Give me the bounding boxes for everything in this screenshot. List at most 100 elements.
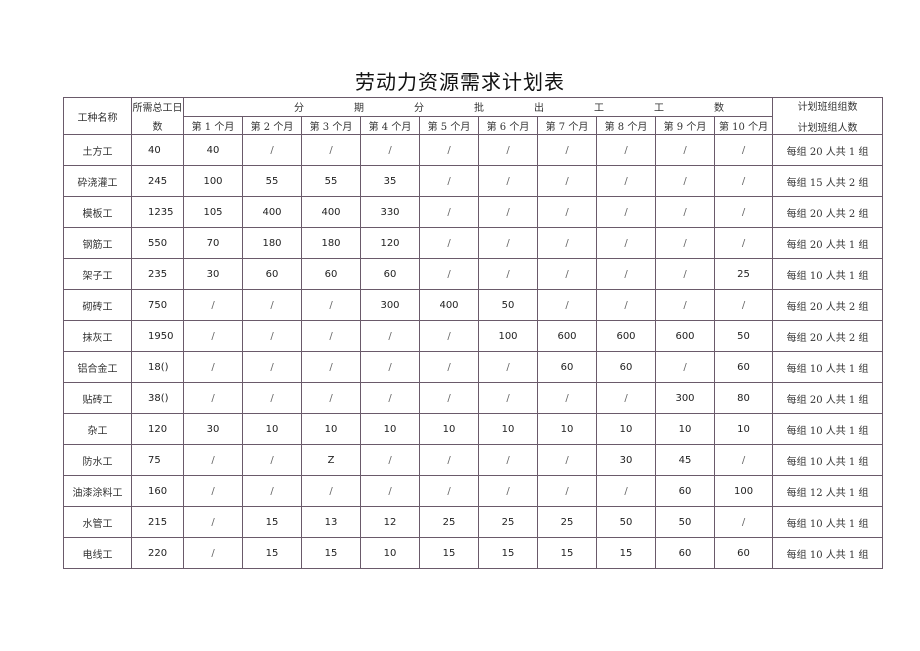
month-10-cell: 60 xyxy=(713,537,774,569)
total-days-cell: 1950 xyxy=(131,320,184,352)
trade-name-cell: 架子工 xyxy=(63,258,132,290)
header-period-char: 批 xyxy=(474,103,484,115)
month-7-cell: 15 xyxy=(537,537,597,569)
month-4-cell: / xyxy=(360,351,420,383)
header-period-char: 出 xyxy=(534,103,544,115)
table-row: 油漆涂料工 160// / / / / //60 100 每组 12 人共 1 组 xyxy=(63,475,884,507)
header-period-char: 期 xyxy=(354,103,364,115)
header-month-9: 第 9 个月 xyxy=(655,115,715,135)
month-1-cell: / xyxy=(183,289,243,321)
month-10-cell: 100 xyxy=(713,475,774,507)
header-period-char: 分 xyxy=(414,103,424,115)
month-8-cell: / xyxy=(596,258,656,290)
month-7-cell: 25 xyxy=(537,506,597,538)
month-2-cell: / xyxy=(242,320,302,352)
table-row: 钢筋工 550 70 180 180 120// / / / / 每组 20 人共 1 组 xyxy=(63,227,884,259)
header-month-7: 第 7 个月 xyxy=(537,115,597,135)
month-8-cell: / xyxy=(596,475,656,507)
header-period-char: 工 xyxy=(594,103,604,115)
month-4-cell: / xyxy=(360,134,420,166)
total-days-cell: 550 xyxy=(131,227,184,259)
month-4-cell: 10 xyxy=(360,413,420,445)
month-2-cell: / xyxy=(242,351,302,383)
month-6-cell: 15 xyxy=(478,537,538,569)
header-month-1: 第 1 个月 xyxy=(183,115,243,135)
total-days-cell: 215 xyxy=(131,506,184,538)
month-8-cell: / xyxy=(596,134,656,166)
month-1-cell: 30 xyxy=(183,413,243,445)
month-9-cell: 60 xyxy=(655,537,715,569)
month-5-cell: / xyxy=(419,351,479,383)
month-8-cell: / xyxy=(596,165,656,197)
month-8-cell: 600 xyxy=(596,320,656,352)
month-10-cell: 50 xyxy=(713,320,774,352)
month-1-cell: / xyxy=(183,475,243,507)
month-7-cell: / xyxy=(537,475,597,507)
month-5-cell: / xyxy=(419,165,479,197)
month-2-cell: / xyxy=(242,382,302,414)
month-2-cell: 60 xyxy=(242,258,302,290)
month-8-cell: 60 xyxy=(596,351,656,383)
month-10-cell: / xyxy=(713,165,774,197)
month-10-cell: / xyxy=(713,444,774,476)
month-7-cell: 60 xyxy=(537,351,597,383)
month-3-cell: / xyxy=(301,289,361,321)
month-9-cell: 10 xyxy=(655,413,715,445)
month-6-cell: / xyxy=(478,227,538,259)
team-plan-cell: 每组 20 人共 2 组 xyxy=(772,289,884,321)
month-6-cell: / xyxy=(478,444,538,476)
month-5-cell: / xyxy=(419,444,479,476)
month-1-cell: / xyxy=(183,351,243,383)
trade-name-cell: 土方工 xyxy=(63,134,132,166)
header-period: 分期分批出工工数 xyxy=(182,97,774,117)
month-7-cell: 10 xyxy=(537,413,597,445)
month-3-cell: 10 xyxy=(301,413,361,445)
month-6-cell: / xyxy=(478,134,538,166)
month-5-cell: / xyxy=(419,227,479,259)
month-8-cell: / xyxy=(596,382,656,414)
month-9-cell: / xyxy=(655,227,715,259)
total-days-cell: 160 xyxy=(131,475,184,507)
month-2-cell: 15 xyxy=(242,537,302,569)
month-10-cell: 60 xyxy=(713,351,774,383)
month-4-cell: / xyxy=(360,382,420,414)
month-10-cell: 10 xyxy=(713,413,774,445)
month-1-cell: 105 xyxy=(183,196,243,228)
total-days-cell: 220 xyxy=(131,537,184,569)
month-7-cell: / xyxy=(537,196,597,228)
month-6-cell: 100 xyxy=(478,320,538,352)
total-days-cell: 120 xyxy=(131,413,184,445)
trade-name-cell: 抹灰工 xyxy=(63,320,132,352)
total-days-cell: 235 xyxy=(131,258,184,290)
month-1-cell: / xyxy=(183,320,243,352)
month-5-cell: 400 xyxy=(419,289,479,321)
month-4-cell: 300 xyxy=(360,289,420,321)
header-team-line2: 计划班组人数 xyxy=(797,123,858,134)
trade-name-cell: 贴砖工 xyxy=(63,382,132,414)
month-6-cell: / xyxy=(478,475,538,507)
trade-name-cell: 砕浇灌工 xyxy=(63,165,132,197)
table-row: 模板工 1235 105 400 400 330// / / / / 每组 20 人共 2 组 xyxy=(63,196,884,228)
month-2-cell: 400 xyxy=(242,196,302,228)
month-2-cell: 15 xyxy=(242,506,302,538)
month-4-cell: / xyxy=(360,320,420,352)
month-3-cell: / xyxy=(301,382,361,414)
month-9-cell: 600 xyxy=(655,320,715,352)
month-3-cell: / xyxy=(301,134,361,166)
month-4-cell: 10 xyxy=(360,537,420,569)
team-plan-cell: 每组 10 人共 1 组 xyxy=(772,413,884,445)
month-3-cell: 15 xyxy=(301,537,361,569)
month-4-cell: 35 xyxy=(360,165,420,197)
month-4-cell: 12 xyxy=(360,506,420,538)
trade-name-cell: 铝合金工 xyxy=(63,351,132,383)
month-9-cell: / xyxy=(655,258,715,290)
total-days-cell: 38() xyxy=(131,382,184,414)
trade-name-cell: 砌砖工 xyxy=(63,289,132,321)
month-5-cell: / xyxy=(419,258,479,290)
month-3-cell: / xyxy=(301,475,361,507)
month-7-cell: / xyxy=(537,382,597,414)
team-plan-cell: 每组 20 人共 1 组 xyxy=(772,134,884,166)
month-8-cell: / xyxy=(596,289,656,321)
trade-name-cell: 水管工 xyxy=(63,506,132,538)
table-row: 杂工 120 30 10 10 10 10 10 10 10 10 10 每组 10 人共 1 组 xyxy=(63,413,884,445)
